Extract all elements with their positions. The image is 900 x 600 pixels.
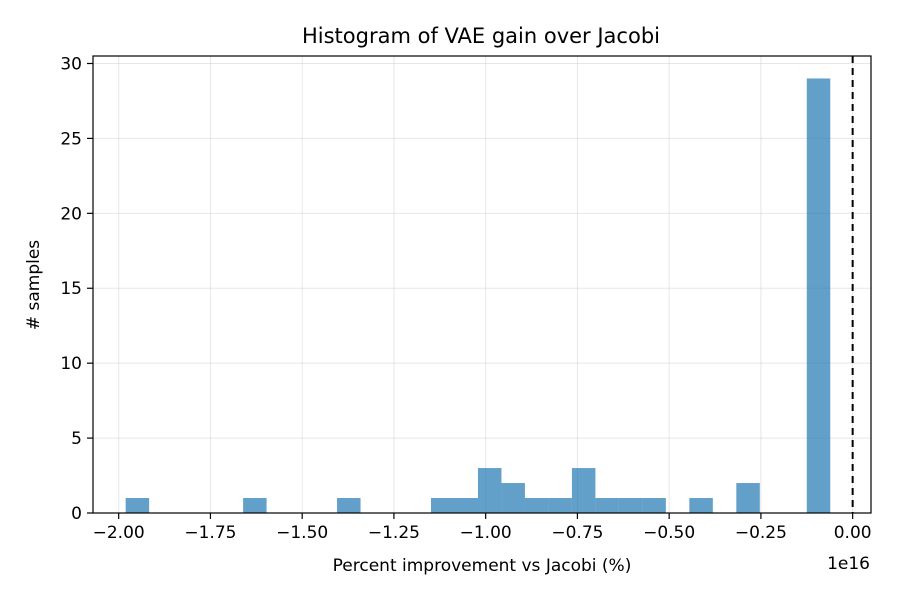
x-tick-label-4: −1.00 — [460, 523, 512, 543]
x-tick-label-0: −2.00 — [93, 523, 145, 543]
x-tick-label-7: −0.25 — [735, 523, 787, 543]
histogram-bar-16 — [501, 483, 525, 513]
y-tick-label-6: 30 — [60, 54, 82, 74]
histogram-bar-24 — [689, 498, 713, 513]
y-tick-label-4: 20 — [60, 204, 82, 224]
histogram-bar-13 — [430, 498, 455, 513]
x-tick-label-3: −1.25 — [368, 523, 420, 543]
plot-area-frame — [92, 55, 872, 514]
histogram-bar-26 — [736, 483, 760, 513]
histogram-bar-18 — [548, 498, 572, 513]
histogram-bars — [125, 78, 831, 514]
y-tick-label-1: 5 — [71, 429, 82, 449]
chart-title: Histogram of VAE gain over Jacobi — [302, 24, 660, 48]
x-tick-label-2: −1.50 — [276, 523, 328, 543]
x-axis-label: Percent improvement vs Jacobi (%) — [333, 556, 632, 576]
histogram-bar-19 — [571, 468, 596, 513]
histogram-bar-15 — [477, 468, 502, 513]
y-axis-label: # samples — [24, 240, 44, 330]
x-axis-offset-label: 1e16 — [827, 554, 870, 574]
x-tick-label-6: −0.50 — [643, 523, 695, 543]
histogram-bar-17 — [524, 498, 549, 513]
histogram-bar-20 — [595, 498, 619, 513]
histogram-bar-22 — [642, 498, 666, 513]
y-tick-label-2: 10 — [60, 354, 82, 374]
histogram-bar-21 — [618, 498, 643, 513]
histogram-bar-29 — [806, 78, 831, 514]
y-tick-label-5: 25 — [60, 129, 82, 149]
x-tick-label-1: −1.75 — [184, 523, 236, 543]
x-axis-ticks: −2.00 −1.75 −1.50 −1.25 −1.00 −0.75 −0.50 −0.25… — [93, 513, 872, 543]
histogram-bar-5 — [243, 498, 267, 513]
histogram-bar-0 — [125, 498, 150, 513]
histogram-bar-9 — [337, 498, 361, 513]
x-tick-label-5: −0.75 — [551, 523, 603, 543]
y-tick-label-0: 0 — [71, 504, 82, 524]
y-tick-label-3: 15 — [60, 279, 82, 299]
histogram-bar-14 — [454, 498, 478, 513]
y-axis-ticks: 0 5 10 15 20 25 30 — [60, 54, 93, 524]
x-tick-label-8: 0.00 — [834, 523, 872, 543]
